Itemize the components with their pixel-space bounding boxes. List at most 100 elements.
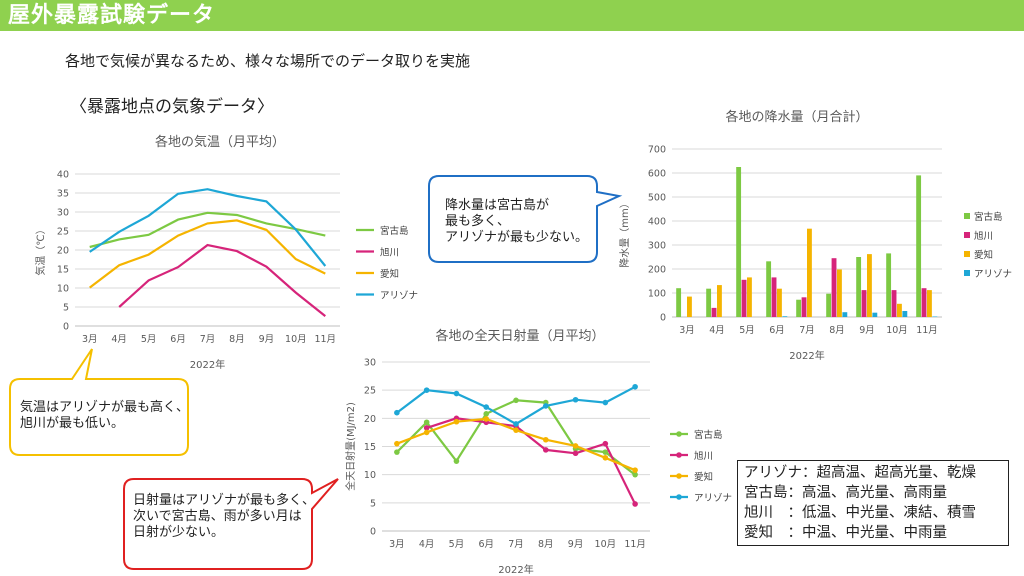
series-line-3 bbox=[89, 188, 327, 267]
rain-callout-text: 降水量は宮古島が 最も多く、 アリゾナが最も少ない。 bbox=[445, 198, 589, 245]
legend-label: アリゾナ bbox=[694, 493, 732, 504]
y-tick-label: 5 bbox=[63, 303, 69, 314]
data-point bbox=[394, 409, 400, 416]
legend-marker bbox=[676, 452, 682, 458]
y-tick-label: 20 bbox=[57, 246, 69, 257]
x-tick-label: 5月 bbox=[449, 539, 465, 550]
bar bbox=[706, 288, 712, 317]
bar bbox=[916, 175, 922, 317]
bar bbox=[897, 303, 902, 317]
x-tick-label: 5月 bbox=[141, 334, 157, 345]
bar bbox=[861, 290, 867, 317]
x-tick-label: 4月 bbox=[709, 325, 725, 336]
bar bbox=[801, 297, 807, 317]
y-tick-label: 5 bbox=[370, 498, 376, 509]
series-line-0 bbox=[89, 211, 326, 249]
legend-marker bbox=[676, 494, 682, 500]
data-point bbox=[602, 440, 609, 447]
y-tick-label: 10 bbox=[364, 470, 376, 481]
x-tick-label: 10月 bbox=[886, 325, 908, 336]
info-asahikawa: 旭川 ：低温、中光量、凍結、積雪 bbox=[744, 505, 976, 521]
legend-label: 旭川 bbox=[694, 450, 713, 462]
data-point bbox=[453, 458, 460, 464]
x-tick-label: 8月 bbox=[229, 334, 245, 345]
x-axis-label: 2022年 bbox=[190, 358, 225, 371]
data-point bbox=[513, 397, 519, 404]
y-tick-label: 0 bbox=[370, 527, 376, 538]
solar-radiation-chart: 各地の全天日射量（月平均） 0 5 10 15 20 25 30 3月 4月 5月 6月 7月 8月 9月 1… bbox=[344, 328, 732, 576]
y-tick-label: 0 bbox=[63, 322, 69, 333]
bar bbox=[867, 254, 872, 317]
data-point bbox=[602, 449, 609, 455]
legend-label: 愛知 bbox=[974, 249, 993, 261]
x-tick-label: 4月 bbox=[111, 334, 127, 345]
x-tick-label: 10月 bbox=[595, 539, 617, 550]
data-point bbox=[423, 425, 430, 431]
data-point bbox=[572, 396, 579, 403]
x-tick-label: 3月 bbox=[82, 334, 98, 345]
x-tick-label: 8月 bbox=[829, 325, 845, 336]
bar bbox=[676, 288, 682, 317]
series-line-1 bbox=[426, 417, 637, 505]
bar bbox=[796, 299, 802, 317]
bar bbox=[891, 290, 897, 317]
data-point bbox=[513, 421, 519, 427]
data-point bbox=[423, 387, 430, 393]
legend-marker bbox=[676, 431, 682, 437]
temperature-chart: 各地の気温（月平均） 0 5 10 15 20 25 30 35 40 3月 4月 5月 6月 7月 8月 9月… bbox=[34, 134, 418, 371]
bar bbox=[831, 258, 837, 317]
bar bbox=[886, 253, 892, 317]
y-tick-label: 0 bbox=[660, 313, 666, 324]
bar bbox=[736, 167, 742, 317]
x-tick-label: 9月 bbox=[568, 539, 584, 550]
chart-title: 各地の気温（月平均） bbox=[155, 134, 285, 150]
data-point bbox=[542, 403, 549, 409]
info-aichi: 愛知 ：中温、中光量、中雨量 bbox=[744, 525, 947, 541]
title-bar: 屋外暴露試験データ bbox=[0, 0, 1024, 31]
legend-label: 宮古島 bbox=[694, 429, 723, 441]
y-tick-label: 400 bbox=[648, 217, 666, 228]
data-point bbox=[632, 383, 638, 390]
legend-label: 宮古島 bbox=[974, 211, 1003, 223]
bar bbox=[902, 311, 908, 317]
chart-title: 各地の全天日射量（月平均） bbox=[435, 328, 604, 344]
x-tick-label: 5月 bbox=[739, 325, 755, 336]
legend-label: 旭川 bbox=[974, 230, 993, 242]
y-axis-label: 気温（℃） bbox=[34, 224, 47, 275]
data-point bbox=[453, 418, 460, 425]
x-axis-label: 2022年 bbox=[789, 349, 824, 362]
bar bbox=[921, 288, 927, 317]
x-tick-label: 3月 bbox=[389, 539, 405, 550]
data-point bbox=[513, 427, 519, 433]
site-characteristics-box: アリゾナ：超高温、超高光量、乾燥 宮古島：高温、高光量、高雨量 旭川 ：低温、中… bbox=[737, 460, 1009, 546]
section-title: 〈暴露地点の気象データ〉 bbox=[70, 97, 274, 117]
y-axis-label: 全天日射量(MJ/m2) bbox=[344, 402, 357, 491]
series-line-0 bbox=[396, 399, 636, 476]
y-tick-label: 25 bbox=[364, 386, 376, 397]
y-tick-label: 15 bbox=[57, 265, 69, 276]
bar bbox=[771, 277, 777, 317]
bar bbox=[927, 290, 932, 317]
x-tick-label: 9月 bbox=[259, 334, 275, 345]
legend-label: 愛知 bbox=[380, 268, 399, 280]
data-point bbox=[453, 390, 460, 397]
series-line-2 bbox=[89, 219, 326, 289]
chart-title: 各地の降水量（月合計） bbox=[725, 109, 868, 125]
bar bbox=[687, 296, 692, 317]
y-tick-label: 700 bbox=[648, 145, 666, 156]
info-miyakojima: 宮古島：高温、高光量、高雨量 bbox=[744, 485, 947, 501]
legend-label: 宮古島 bbox=[380, 225, 409, 237]
data-point bbox=[423, 429, 430, 436]
bar bbox=[766, 261, 772, 317]
y-tick-label: 600 bbox=[648, 169, 666, 180]
x-tick-label: 6月 bbox=[769, 325, 785, 336]
data-point bbox=[423, 419, 430, 426]
y-tick-label: 35 bbox=[57, 189, 69, 200]
x-tick-label: 7月 bbox=[200, 334, 216, 345]
bar bbox=[856, 257, 862, 317]
data-point bbox=[483, 411, 490, 417]
y-tick-label: 200 bbox=[648, 265, 666, 276]
x-tick-label: 3月 bbox=[679, 325, 695, 336]
x-tick-label: 11月 bbox=[314, 334, 336, 345]
data-point bbox=[572, 443, 579, 449]
